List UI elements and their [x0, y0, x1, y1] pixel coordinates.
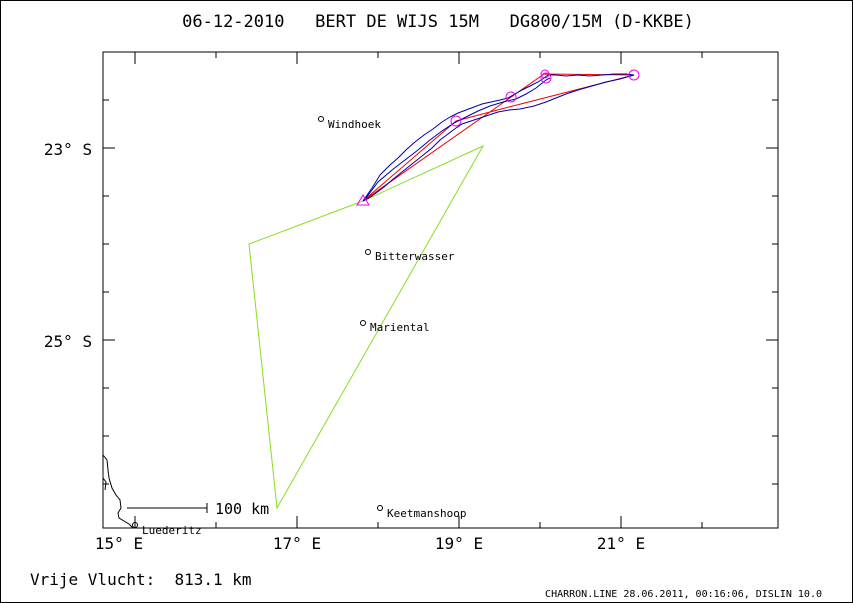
scale-bar	[127, 503, 208, 513]
x-tick-label: 17° E	[273, 534, 321, 553]
turnpoint-markers	[356, 69, 640, 206]
place-label-windhoek: Windhoek	[328, 118, 381, 131]
footer-info: CHARRON.LINE 28.06.2011, 00:16:06, DISLI…	[545, 589, 822, 600]
x-tick-label: 19° E	[435, 534, 483, 553]
place-label-bitterwasser: Bitterwasser	[375, 250, 455, 263]
luederitz-marker	[132, 522, 138, 528]
map-title: 06-12-2010 BERT DE WIJS 15M DG800/15M (D…	[182, 12, 694, 32]
mariental-marker	[360, 320, 366, 326]
start-marker	[356, 194, 370, 206]
coastline	[102, 454, 134, 529]
plot-area	[102, 51, 779, 529]
windhoek-marker	[318, 116, 324, 122]
scale-bar-label: 100 km	[215, 500, 269, 518]
turnpoint-marker	[540, 72, 552, 84]
y-tick-label: 23° S	[44, 140, 92, 159]
flight-track-segment	[365, 77, 551, 199]
place-label-luederitz: Luederitz	[142, 524, 202, 537]
coastline-detail	[102, 477, 107, 491]
x-tick-label: 21° E	[597, 534, 645, 553]
y-tick-label: 25° S	[44, 332, 92, 351]
place-label-mariental: Mariental	[370, 321, 430, 334]
axis-ticks	[103, 52, 778, 528]
turnpoint-marker	[450, 115, 462, 127]
flight-track	[362, 73, 635, 202]
place-label-keetmanshoop: Keetmanshoop	[387, 507, 466, 520]
task-route	[248, 144, 485, 510]
distance-label: Vrije Vlucht: 813.1 km	[30, 570, 252, 589]
turnpoint-marker	[540, 69, 550, 79]
x-tick-label: 15° E	[95, 534, 143, 553]
turnpoint-marker	[628, 69, 640, 81]
keetmanshoop-marker	[377, 505, 383, 511]
place-markers	[132, 116, 383, 528]
turnpoint-marker	[505, 91, 517, 103]
bitterwasser-marker	[365, 249, 371, 255]
